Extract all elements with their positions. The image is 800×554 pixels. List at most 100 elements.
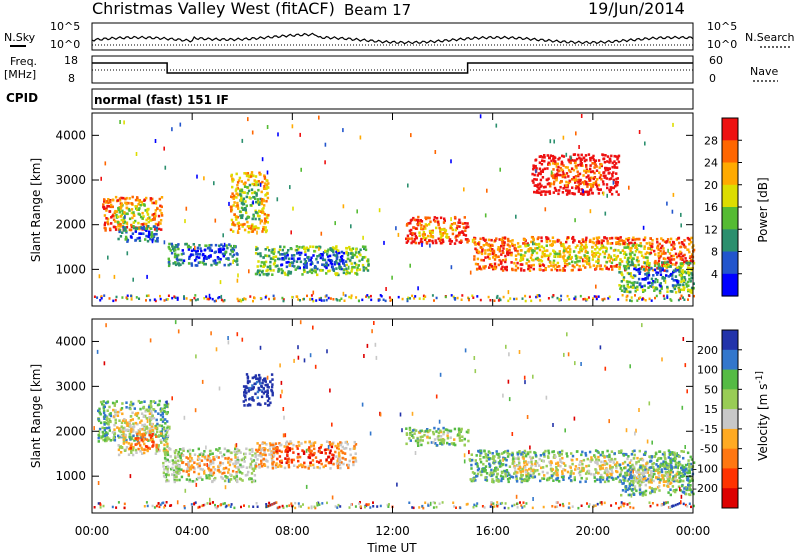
data-cell	[550, 264, 553, 267]
data-cell	[274, 464, 278, 467]
data-cell	[125, 206, 128, 210]
data-cell	[649, 237, 652, 240]
data-cell	[579, 241, 583, 245]
data-cell	[188, 452, 192, 456]
data-cell	[561, 191, 565, 194]
data-cell	[575, 263, 579, 267]
data-cell	[172, 262, 175, 265]
data-cell	[227, 263, 230, 267]
data-cell	[439, 435, 443, 438]
data-cell	[172, 249, 176, 252]
noise-left-label: N.Sky	[4, 31, 36, 44]
data-cell	[162, 465, 165, 468]
data-cell	[111, 401, 115, 405]
data-cell	[254, 374, 258, 377]
data-cell	[442, 430, 446, 434]
noise-panel-frame	[91, 22, 694, 51]
data-cell	[205, 476, 208, 480]
data-cell	[265, 179, 268, 182]
data-cell	[654, 259, 657, 263]
data-cell	[616, 156, 620, 159]
data-cell	[459, 241, 462, 244]
data-cell	[548, 156, 551, 160]
data-cell	[413, 232, 417, 235]
data-cell	[478, 265, 481, 269]
data-cell	[671, 277, 674, 280]
data-cell	[256, 214, 260, 218]
data-cell	[104, 431, 108, 434]
data-cell	[162, 449, 166, 452]
data-cell	[535, 167, 538, 170]
ground-scatter-cell	[472, 296, 475, 299]
data-cell	[249, 465, 252, 469]
ground-scatter-cell	[215, 299, 217, 303]
data-cell	[662, 460, 665, 463]
data-cell	[316, 466, 319, 469]
data-cell	[258, 217, 261, 221]
data-cell	[328, 441, 331, 444]
data-cell	[204, 262, 207, 266]
data-cell	[421, 435, 424, 438]
data-cell	[626, 457, 629, 461]
data-cell	[516, 266, 520, 270]
data-cell	[678, 252, 681, 256]
data-cell	[628, 241, 631, 245]
data-cell	[517, 460, 521, 463]
data-cell	[117, 453, 121, 457]
data-cell	[224, 475, 227, 478]
data-cell	[175, 469, 178, 472]
data-cell	[114, 421, 117, 425]
data-cell	[268, 397, 271, 400]
data-cell	[116, 410, 119, 414]
data-cell	[265, 459, 268, 462]
data-cell	[458, 439, 462, 442]
data-cell	[576, 244, 579, 247]
data-cell	[223, 447, 227, 451]
data-cell	[278, 257, 281, 261]
ground-scatter-cell	[654, 296, 656, 300]
data-cell	[275, 462, 278, 465]
data-cell	[644, 256, 648, 259]
data-cell	[222, 254, 225, 258]
data-cell	[351, 256, 354, 259]
data-cell	[473, 241, 476, 245]
data-cell	[129, 419, 133, 422]
data-cell	[566, 185, 569, 189]
data-cell	[416, 218, 419, 222]
data-cell	[285, 440, 289, 444]
data-cell	[113, 402, 117, 405]
data-cell	[132, 211, 135, 214]
data-cell	[566, 236, 569, 239]
data-cell	[425, 217, 428, 221]
data-cell	[442, 228, 445, 231]
data-cell	[347, 466, 350, 470]
data-cell	[229, 262, 232, 266]
noise-sky-line	[91, 32, 694, 45]
data-cell	[455, 239, 458, 242]
data-cell	[437, 434, 440, 438]
data-cell	[493, 254, 496, 257]
data-cell	[544, 267, 547, 271]
data-cell	[256, 252, 260, 256]
data-cell	[629, 274, 633, 278]
data-cell	[578, 240, 581, 243]
data-cell	[598, 166, 601, 169]
data-cell	[570, 255, 573, 259]
data-cell	[475, 454, 478, 457]
data-cell	[622, 452, 625, 456]
ground-scatter-cell	[108, 297, 111, 300]
data-cell	[174, 456, 177, 460]
data-cell	[317, 461, 321, 464]
data-cell	[614, 180, 618, 184]
data-cell	[600, 473, 603, 477]
data-cell	[186, 449, 190, 453]
data-cell	[542, 246, 546, 250]
ground-scatter-cell	[579, 294, 582, 298]
data-cell	[321, 254, 324, 257]
data-cell	[160, 424, 164, 428]
speckle-cell	[163, 240, 166, 245]
ground-scatter-cell	[350, 294, 353, 297]
data-cell	[606, 239, 609, 243]
data-cell	[442, 221, 446, 224]
data-cell	[108, 437, 111, 441]
